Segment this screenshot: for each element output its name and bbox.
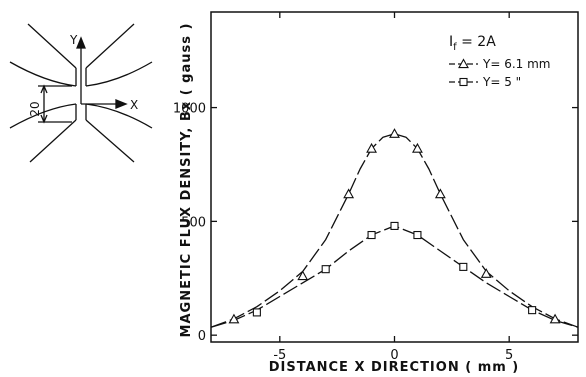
y-tick-label: 0	[198, 329, 206, 344]
x-axis-title: DISTANCE X DIRECTION ( mm )	[269, 360, 520, 375]
lower-pole-tip	[75, 104, 87, 120]
lower-pole-right-face	[85, 103, 153, 129]
legend-marker-y61	[458, 58, 469, 69]
inset-y-label: Y	[69, 33, 78, 47]
series-y61-point	[228, 313, 240, 324]
series-y61-point	[549, 313, 561, 324]
series-y61-point	[480, 268, 492, 278]
series-y61-point	[366, 142, 377, 153]
series-y5-point	[459, 262, 468, 271]
series-y5-curve	[210, 225, 579, 328]
lower-pole-left-edge	[29, 119, 77, 163]
axis-tick-labels: -5 0 5 0 500 1000	[173, 102, 513, 363]
pole-diagram	[9, 23, 153, 163]
legend: If = 2A Y= 6.1 mm Y= 5 "	[449, 34, 550, 89]
upper-pole-left-edge	[27, 23, 77, 69]
series-curves	[210, 133, 579, 328]
legend-title-rest: = 2A	[457, 34, 497, 50]
y-tick-label: 500	[181, 215, 206, 230]
y-axis-title: MAGNETIC FLUX DENSITY, Bx ( gauss )	[179, 23, 194, 338]
legend-title: If = 2A	[449, 34, 496, 53]
upper-pole-tip	[75, 68, 87, 86]
upper-pole-left-face	[9, 61, 77, 87]
series-y61-point	[434, 188, 446, 199]
series-y61-point	[389, 128, 400, 138]
x-tick-label: 5	[505, 348, 513, 363]
inset-x-arrowhead	[115, 99, 128, 109]
series-y5-point	[413, 230, 422, 240]
inset-x-label: X	[130, 98, 138, 112]
legend-label-y5: Y= 5 "	[482, 75, 521, 89]
series-y5-point	[252, 308, 261, 317]
inset-gap-label: 20	[28, 101, 42, 116]
axis-ticks	[211, 12, 578, 342]
lower-pole-left-face	[9, 103, 77, 129]
legend-title-main: I	[449, 34, 453, 50]
series-y61-curve	[210, 133, 579, 328]
y-tick-label: 1000	[173, 102, 206, 117]
lower-pole-right-edge	[85, 119, 135, 163]
series-y5-point	[528, 306, 537, 315]
legend-items	[449, 58, 478, 87]
upper-pole-right-face	[85, 61, 153, 87]
series-y61-point	[343, 188, 355, 199]
series-y61-point	[412, 142, 423, 153]
series-y5-point	[390, 221, 399, 230]
upper-pole-right-edge	[85, 23, 135, 69]
series-y61-point	[297, 270, 309, 281]
x-tick-label: 0	[390, 348, 398, 363]
legend-title-sub: f	[453, 42, 457, 53]
x-tick-label: -5	[273, 348, 286, 363]
legend-label-y61: Y= 6.1 mm	[482, 57, 550, 71]
legend-marker-y5	[459, 77, 468, 87]
series-y5-point	[367, 230, 376, 240]
series-markers	[228, 128, 561, 324]
series-y5-point	[321, 265, 330, 274]
inset-y-arrowhead	[76, 36, 86, 49]
